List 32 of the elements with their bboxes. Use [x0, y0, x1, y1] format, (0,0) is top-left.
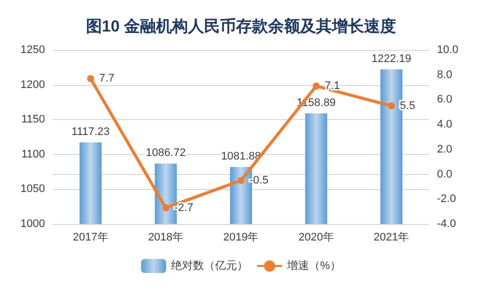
x-tick-label: 2018年: [148, 232, 184, 244]
x-tick-label: 2021年: [374, 232, 410, 244]
chart-title: 图10 金融机构人民币存款余额及其增长速度: [86, 16, 396, 36]
point: [162, 204, 170, 212]
legend-label: 绝对数（亿元）: [171, 259, 248, 272]
point: [312, 82, 320, 90]
y-tick-label: 1250: [20, 44, 45, 56]
data-label: 1222.19: [372, 52, 412, 65]
data-label: 1117.23: [72, 126, 110, 138]
y-tick-label: 1100: [21, 148, 45, 160]
point: [388, 102, 395, 110]
y2-tick-label: 8.0: [437, 68, 452, 81]
legend-label: 增速（%）: [286, 259, 341, 272]
y2-tick-label: 0.0: [437, 168, 452, 180]
point: [87, 75, 94, 82]
y-tick-label: 1050: [20, 183, 45, 196]
y2-tick-label: -2.0: [437, 193, 456, 206]
y2-tick-label: -4.0: [437, 218, 456, 230]
point: [238, 177, 244, 184]
x-tick-label: 2019年: [223, 232, 259, 244]
y-tick-label: 1000: [20, 218, 45, 230]
y2-tick-label: 10.0: [437, 44, 458, 56]
data-label: 1086.72: [146, 147, 186, 160]
x-tick-label: 2017年: [72, 232, 108, 244]
y-tick-label: 1150: [21, 114, 45, 126]
y2-tick-label: 2.0: [437, 143, 452, 156]
x-tick-label: 2020年: [298, 232, 334, 244]
y-tick-label: 1200: [20, 78, 45, 91]
y2-tick-label: 4.0: [437, 118, 452, 131]
y2-tick-label: 6.0: [437, 94, 452, 106]
data-label: 7.1: [324, 80, 340, 92]
data-label: 7.7: [99, 72, 114, 85]
